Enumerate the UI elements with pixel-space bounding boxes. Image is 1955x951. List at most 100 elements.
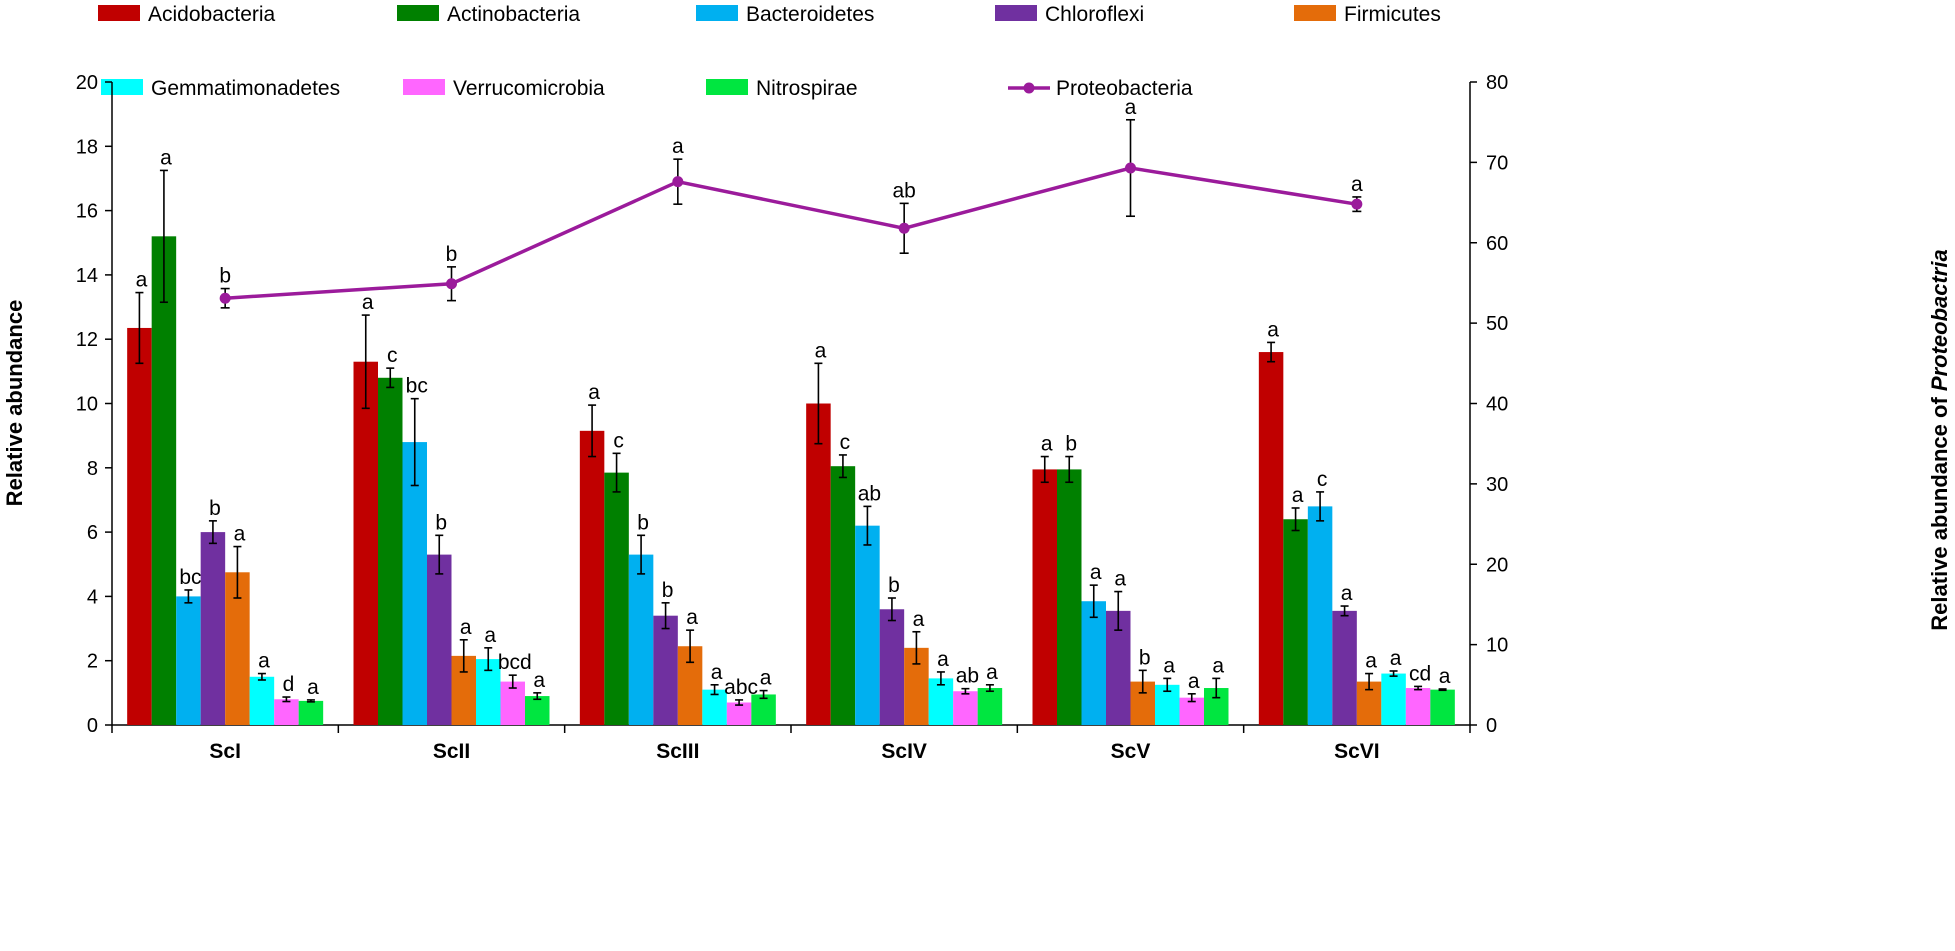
legend-label: Proteobacteria — [1056, 77, 1193, 100]
y2-tick-label: 10 — [1486, 635, 1508, 657]
line-point — [672, 176, 684, 188]
significance-label: a — [533, 669, 545, 692]
significance-label: bcd — [498, 651, 532, 674]
y2-tick-label: 20 — [1486, 554, 1508, 576]
bar-bacteroidetes — [176, 596, 201, 725]
legend-label: Nitrospirae — [756, 77, 858, 100]
left-y-ticks: 0 2 4 6 8 10 12 14 16 18 20 — [76, 72, 112, 737]
y-tick-label: 16 — [76, 201, 98, 223]
bar-verrucomicrobia — [274, 699, 299, 725]
proteobacteria-line-path — [225, 166, 1358, 300]
significance-label: bc — [179, 566, 201, 589]
legend-swatch — [1294, 5, 1336, 21]
significance-label: a — [1163, 654, 1175, 677]
bar-gemmatimonadetes — [702, 689, 727, 725]
significance-label: b — [1065, 433, 1077, 456]
significance-label: a — [1267, 318, 1279, 341]
x-tick-label: ScII — [433, 740, 470, 763]
significance-label: a — [484, 624, 496, 647]
y2-axis-title-italic: Proteobactria — [1927, 249, 1952, 391]
significance-label: a — [913, 608, 925, 631]
legend-label: Actinobacteria — [447, 3, 580, 26]
bar-verrucomicrobia — [726, 702, 752, 725]
right-y-ticks: 0 10 20 30 40 50 60 70 80 — [1470, 72, 1508, 737]
significance-label: c — [840, 431, 851, 454]
bar-bacteroidetes — [1307, 506, 1333, 725]
significance-label: a — [1041, 433, 1053, 456]
x-tick-label: ScIV — [881, 740, 927, 763]
significance-label: b — [209, 497, 221, 520]
bar-acidobacteria — [1258, 352, 1284, 725]
legend-label: Chloroflexi — [1045, 3, 1144, 26]
bar-chloroflexi — [653, 615, 678, 725]
significance-label: a — [1188, 670, 1200, 693]
bar-gemmatimonadetes — [249, 676, 275, 725]
bar-chloroflexi — [1332, 610, 1357, 725]
significance-label: b — [637, 511, 649, 534]
significance-label: a — [1114, 568, 1126, 591]
significance-label: a — [1341, 582, 1353, 605]
legend-line-marker — [1023, 82, 1035, 94]
significance-label: b — [1139, 646, 1151, 669]
line-significance-label: b — [446, 243, 458, 266]
significance-label: a — [937, 648, 949, 671]
line-significance-label: a — [1351, 173, 1363, 196]
bar-chloroflexi — [200, 532, 226, 725]
bar-acidobacteria — [579, 430, 605, 725]
bar-verrucomicrobia — [1405, 688, 1431, 725]
y2-tick-label: 30 — [1486, 474, 1508, 496]
significance-label: a — [986, 661, 998, 684]
legend-swatch — [397, 5, 439, 21]
bar-chloroflexi — [427, 554, 452, 725]
bar-nitrospirae — [525, 696, 550, 725]
significance-label: a — [234, 523, 246, 546]
significance-label: ab — [956, 665, 979, 688]
y-tick-label: 20 — [76, 72, 98, 94]
legend-label: Gemmatimonadetes — [151, 77, 340, 100]
bar-acidobacteria — [353, 361, 378, 725]
bar-actinobacteria — [604, 472, 629, 725]
bar-verrucomicrobia — [953, 691, 978, 725]
y-tick-label: 12 — [76, 329, 98, 351]
bar-nitrospirae — [751, 694, 776, 725]
significance-label: a — [460, 616, 472, 639]
legend-label: Bacteroidetes — [746, 3, 874, 26]
significance-label: bc — [406, 375, 428, 398]
bar-chloroflexi — [879, 609, 905, 725]
significance-label: a — [588, 381, 600, 404]
line-point — [1351, 198, 1363, 210]
legend: Acidobacteria Actinobacteria Bacteroidetes… — [98, 3, 1441, 100]
x-tick-label: ScV — [1111, 740, 1151, 763]
significance-label: a — [1390, 647, 1402, 670]
significance-label: c — [613, 429, 624, 452]
bar-gemmatimonadetes — [1381, 673, 1406, 725]
bar-verrucomicrobia — [500, 681, 525, 725]
legend-swatch — [98, 5, 140, 21]
bar-acidobacteria — [127, 327, 152, 725]
significance-label: c — [1317, 468, 1328, 491]
significance-label: a — [258, 650, 270, 673]
y2-tick-label: 50 — [1486, 313, 1508, 335]
legend-swatch — [995, 5, 1037, 21]
legend-label: Firmicutes — [1344, 3, 1441, 26]
significance-label: b — [662, 579, 674, 602]
significance-label: a — [160, 146, 172, 169]
legend-label: Verrucomicrobia — [453, 77, 605, 100]
y-tick-label: 8 — [87, 458, 98, 480]
line-significance-label: a — [1125, 96, 1137, 119]
y-tick-label: 10 — [76, 394, 98, 416]
significance-label: a — [1365, 650, 1377, 673]
y2-tick-label: 60 — [1486, 233, 1508, 255]
x-tick-label: ScI — [209, 740, 241, 763]
significance-label: a — [1292, 484, 1304, 507]
bar-gemmatimonadetes — [928, 678, 954, 725]
y-axis-title: Relative abundance — [2, 300, 27, 507]
bar-bacteroidetes — [855, 525, 880, 725]
legend-label: Acidobacteria — [148, 3, 276, 26]
y-tick-label: 18 — [76, 136, 98, 158]
significance-label: a — [136, 269, 148, 292]
y2-tick-label: 80 — [1486, 72, 1508, 94]
legend-swatch — [403, 79, 445, 95]
significance-label: a — [711, 661, 723, 684]
bar-actinobacteria — [151, 236, 177, 725]
